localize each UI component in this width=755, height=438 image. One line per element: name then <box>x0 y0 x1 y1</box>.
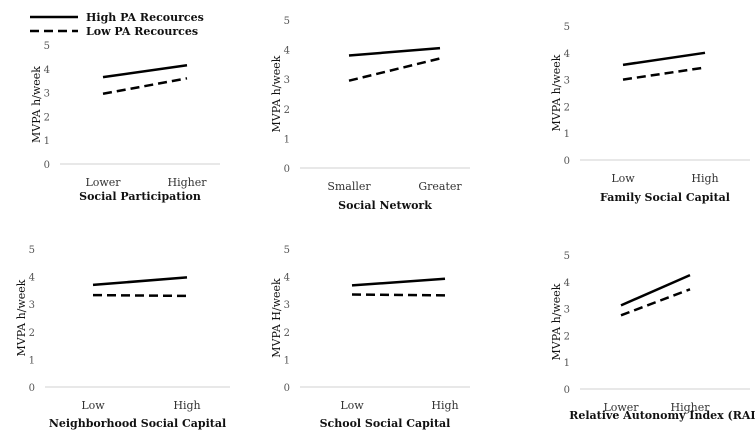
y-tick-label: 0 <box>284 164 290 175</box>
y-tick-label: 4 <box>284 46 290 57</box>
y-axis-label: MVPA h/week <box>270 55 283 132</box>
x-tick-label: Lower <box>603 401 639 414</box>
y-axis-label: MVPA H/week <box>270 278 283 358</box>
y-tick-label: 4 <box>564 49 570 60</box>
x-tick-label: Higher <box>670 401 710 414</box>
x-tick-label: Lower <box>85 176 121 189</box>
x-axis-label: Relative Autonomy Index (RAI) <box>569 409 755 422</box>
y-tick-label: 4 <box>564 278 570 289</box>
x-axis-label: Neighborhood Social Capital <box>49 417 226 430</box>
x-axis-label: Social Participation <box>79 190 201 203</box>
series-line-high <box>622 51 706 67</box>
y-axis-label: MVPA h/week <box>15 279 28 356</box>
y-tick-label: 1 <box>284 134 290 145</box>
y-tick-label: 2 <box>284 105 290 116</box>
legend: High PA Recources Low PA Recources <box>30 11 204 38</box>
y-tick-label: 1 <box>564 358 570 369</box>
y-tick-label: 3 <box>284 75 290 86</box>
y-tick-label: 1 <box>284 355 290 366</box>
chart-panel-3: 0 1 2 3 4 5 Low High Family Social Capital MVPA h… <box>550 22 750 204</box>
x-tick-label: Low <box>611 172 635 185</box>
legend-high-label: High PA Recources <box>86 11 204 24</box>
y-tick-label: 0 <box>44 160 50 171</box>
series-line-high <box>92 276 188 287</box>
series-line-low <box>620 288 691 317</box>
y-tick-label: 5 <box>284 16 290 27</box>
y-tick-label: 1 <box>564 129 570 140</box>
y-tick-label: 2 <box>29 328 35 339</box>
x-tick-label: High <box>431 399 458 412</box>
y-tick-label: 0 <box>564 385 570 396</box>
y-tick-label: 3 <box>44 89 50 100</box>
y-tick-label: 4 <box>29 273 35 284</box>
y-tick-label: 0 <box>284 383 290 394</box>
series-line-high <box>620 273 691 307</box>
y-tick-label: 0 <box>564 156 570 167</box>
y-tick-label: 2 <box>564 102 570 113</box>
y-tick-label: 3 <box>29 300 35 311</box>
series-line-low <box>92 293 188 298</box>
y-axis-label: MVPA h/week <box>30 66 43 143</box>
y-tick-label: 1 <box>44 136 50 147</box>
series-line-high <box>348 46 441 57</box>
x-tick-label: High <box>691 172 718 185</box>
x-tick-label: Low <box>340 399 364 412</box>
y-tick-label: 4 <box>44 65 50 76</box>
y-tick-label: 4 <box>284 273 290 284</box>
y-tick-label: 2 <box>284 328 290 339</box>
x-tick-label: Smaller <box>327 180 371 193</box>
series-line-low <box>348 57 441 82</box>
chart-panel-2: 0 1 2 3 4 5 Smaller Greater Social Network MVPA h… <box>270 16 470 212</box>
y-tick-label: 0 <box>29 383 35 394</box>
x-tick-label: Higher <box>167 176 207 189</box>
series-line-low <box>102 77 188 96</box>
y-tick-label: 5 <box>564 251 570 262</box>
y-axis-label: MVPA h/week <box>550 54 563 131</box>
series-line-high <box>102 63 188 79</box>
y-tick-label: 1 <box>29 355 35 366</box>
y-tick-label: 5 <box>44 41 50 52</box>
y-tick-label: 3 <box>564 305 570 316</box>
y-tick-label: 5 <box>564 22 570 33</box>
chart-panel-5: 0 1 2 3 4 5 Low High School Social Capital MVPA H… <box>270 245 470 430</box>
x-tick-label: Greater <box>418 180 462 193</box>
x-axis-label: Social Network <box>338 199 432 212</box>
y-tick-label: 3 <box>284 300 290 311</box>
series-line-low <box>622 66 706 81</box>
y-tick-label: 2 <box>564 331 570 342</box>
x-tick-label: Low <box>81 399 105 412</box>
y-tick-label: 5 <box>284 245 290 256</box>
series-line-low <box>351 293 446 297</box>
chart-panel-4: 0 1 2 3 4 5 Low High Neighborhood Social Capital… <box>15 245 230 430</box>
x-axis-label: School Social Capital <box>320 417 451 430</box>
y-axis-label: MVPA h/week <box>550 283 563 360</box>
y-tick-label: 5 <box>29 245 35 256</box>
series-line-high <box>351 277 446 287</box>
y-tick-label: 2 <box>44 112 50 123</box>
y-tick-label: 3 <box>564 76 570 87</box>
legend-low-label: Low PA Recources <box>86 25 198 38</box>
x-tick-label: High <box>173 399 200 412</box>
x-axis-label: Family Social Capital <box>600 191 730 204</box>
